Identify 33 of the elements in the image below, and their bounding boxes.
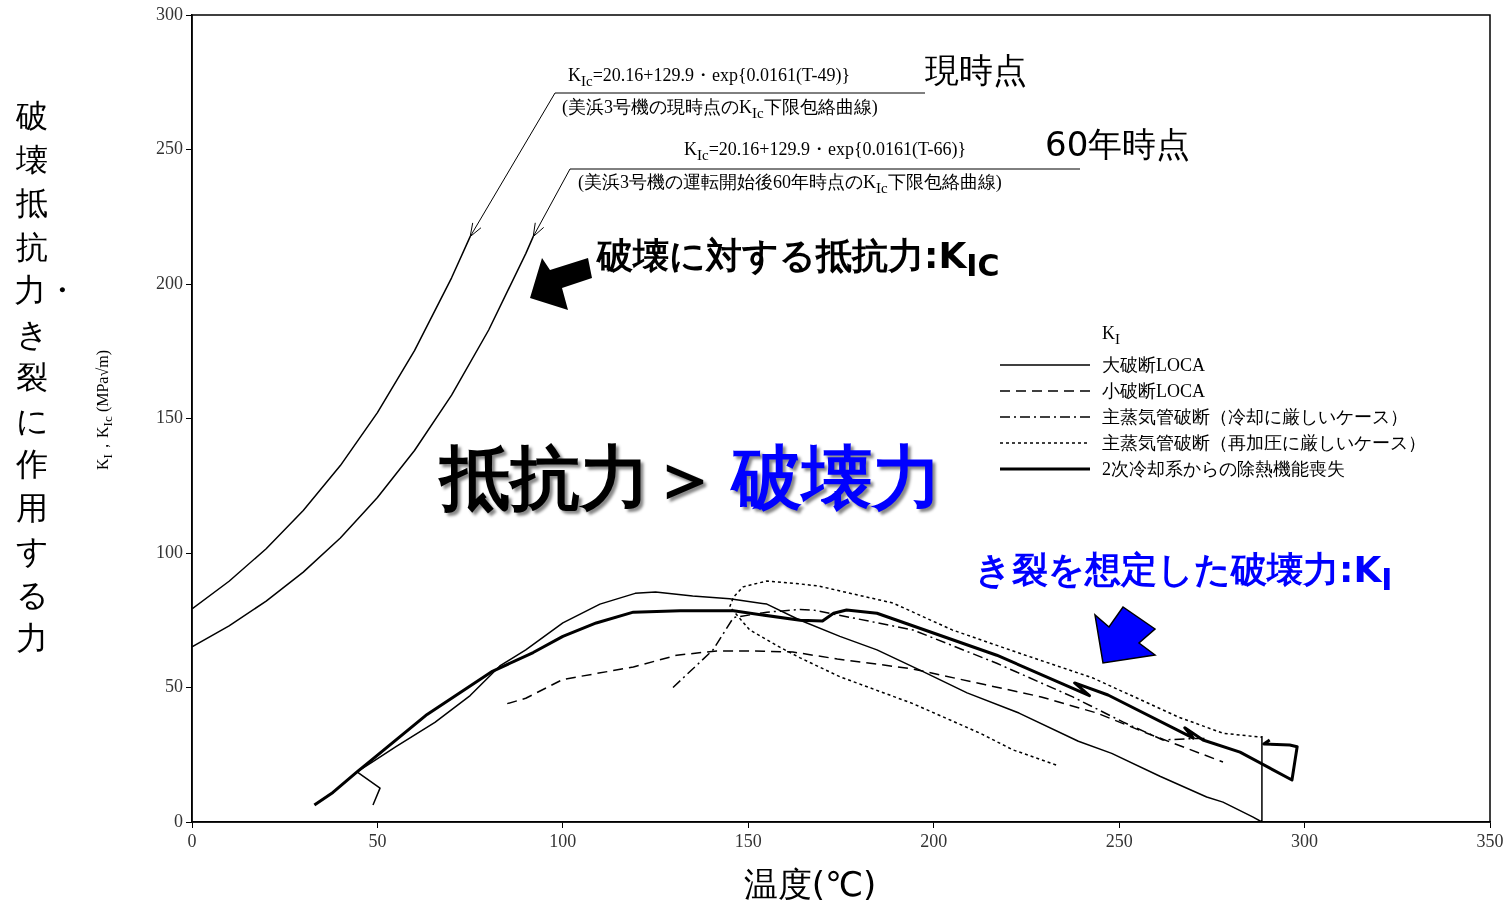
x-axis-title: 温度(℃) [742, 863, 878, 906]
legend-title: K$_{I}$ [1101, 322, 1121, 349]
annotation: 抵抗力＞ [440, 437, 720, 519]
text: 破壊抵抗力・き裂に作用する力 [14, 97, 78, 657]
annotation: 破壊力 [732, 437, 942, 519]
y-tick-label: 250 [156, 138, 183, 159]
x-tick-label: 50 [368, 830, 387, 851]
x-tick-label: 150 [734, 830, 762, 851]
y-tick-label: 100 [156, 541, 183, 562]
annotation: 破壊に対する抵抗力:K$_{IC}$ [597, 235, 1000, 284]
legend-label: 2次冷却系からの除熱機能喪失 [1102, 457, 1345, 481]
annotation: K$_{Ic}$=20.16+129.9・exp{0.0161(T-49)} [568, 65, 851, 90]
legend-label: 大破断LOCA [1102, 353, 1205, 377]
x-tick-label: 300 [1291, 830, 1319, 851]
y-tick-label: 300 [156, 3, 183, 24]
x-tick-label: 250 [1105, 830, 1133, 851]
annotation: き裂を想定した破壊力:K$_{I}$ [975, 549, 1393, 598]
y-tick-label: 0 [174, 810, 183, 831]
x-tick-label: 0 [187, 830, 197, 851]
x-tick-label: 200 [920, 830, 948, 851]
legend-label: 主蒸気管破断（再加圧に厳しいケース） [1102, 431, 1426, 455]
y-tick-label: 50 [165, 676, 183, 697]
y-tick-label: 150 [156, 407, 183, 428]
legend-label: 小破断LOCA [1102, 379, 1205, 403]
annotation: (美浜3号機の運転開始後60年時点のK$_{Ic}$下限包絡曲線) [578, 172, 1002, 197]
legend-label: 主蒸気管破断（冷却に厳しいケース） [1102, 405, 1408, 429]
y-tick-label: 200 [156, 272, 183, 293]
x-tick-label: 100 [549, 830, 577, 851]
annotation: K$_{Ic}$=20.16+129.9・exp{0.0161(T-66)} [684, 139, 967, 164]
x-tick-label: 350 [1476, 830, 1504, 851]
annotation: 60年時点 [1045, 124, 1191, 164]
annotation: (美浜3号機の現時点のK$_{Ic}$下限包絡曲線) [562, 97, 878, 122]
annotation: 現時点 [925, 50, 1027, 90]
